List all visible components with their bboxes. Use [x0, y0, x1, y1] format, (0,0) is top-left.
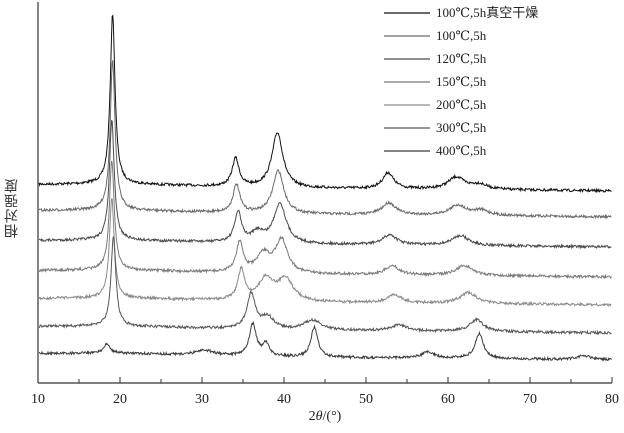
xrd-curve — [38, 60, 612, 220]
xrd-curve — [38, 14, 612, 194]
xrd-curve — [38, 119, 612, 250]
xrd-curve — [38, 236, 612, 336]
legend-label: 100℃,5h真空干燥 — [436, 5, 538, 20]
xrd-curves — [38, 14, 612, 362]
legend-label: 200℃,5h — [436, 97, 487, 112]
legend-label: 300℃,5h — [436, 120, 487, 135]
legend-label: 120℃,5h — [436, 51, 487, 66]
legend-label: 100℃,5h — [436, 28, 487, 43]
x-tick-label: 60 — [441, 392, 455, 407]
legend-label: 150℃,5h — [436, 74, 487, 89]
x-tick-label: 50 — [359, 392, 373, 407]
xrd-curve — [38, 198, 612, 307]
x-tick-label: 10 — [31, 392, 45, 407]
x-tick-label: 30 — [195, 392, 209, 407]
x-tick-label: 80 — [605, 392, 619, 407]
xrd-curve — [38, 320, 612, 362]
legend-label: 400℃,5h — [436, 143, 487, 158]
x-ticks: 10 20 30 40 50 60 70 80 — [31, 377, 619, 407]
x-tick-label: 40 — [277, 392, 291, 407]
x-tick-label: 20 — [113, 392, 127, 407]
xrd-curve — [39, 160, 612, 280]
x-axis-title: 2θ/(°) — [309, 409, 342, 424]
legend: 100℃,5h真空干燥 100℃,5h 120℃,5h 150℃,5h 200℃,5h 3… — [384, 5, 538, 158]
x-tick-label: 70 — [523, 392, 537, 407]
